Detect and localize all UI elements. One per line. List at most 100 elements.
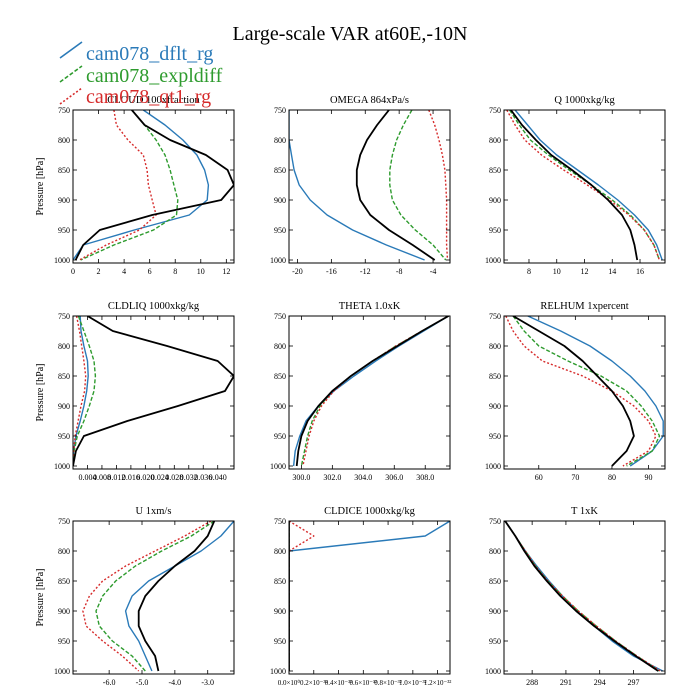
- x-tick-label: 288: [526, 678, 538, 687]
- panel-title-8: T 1xK: [571, 506, 598, 517]
- series-line-2: [302, 316, 449, 467]
- series-line-2: [73, 316, 87, 467]
- x-tick-label: 4: [122, 267, 126, 276]
- x-tick-label: 8: [173, 267, 177, 276]
- y-tick-label: 900: [58, 196, 70, 205]
- y-tick-label: 750: [58, 106, 70, 115]
- x-tick-label: 70: [571, 473, 579, 482]
- x-tick-label: -8: [396, 267, 403, 276]
- panel-series-group-8: [504, 521, 664, 672]
- panel-title-0: CLOUD 100xfraction: [107, 95, 200, 106]
- series-line-2: [504, 521, 661, 672]
- x-tick-label: 0.024: [151, 473, 169, 482]
- series-line-3: [137, 521, 216, 672]
- x-tick-label: 294: [594, 678, 606, 687]
- y-tick-label: 850: [489, 166, 501, 175]
- x-tick-label: 0.036: [194, 473, 212, 482]
- y-axis-label: Pressure [hPa]: [35, 157, 46, 215]
- x-tick-label: 0.016: [122, 473, 140, 482]
- panel-title-5: RELHUM 1xpercent: [540, 301, 628, 312]
- y-tick-label: 900: [58, 402, 70, 411]
- x-tick-label: -16: [326, 267, 337, 276]
- legend-line-0: [59, 41, 83, 59]
- y-axis-label: Pressure [hPa]: [35, 363, 46, 421]
- x-tick-label: 6: [148, 267, 152, 276]
- legend-label-0: cam078_dflt_rg: [86, 43, 213, 65]
- series-line-2: [505, 316, 657, 467]
- x-tick-label: 0.040: [209, 473, 227, 482]
- y-tick-label: 800: [58, 136, 70, 145]
- y-tick-label: 750: [58, 517, 70, 526]
- x-tick-label: 0.6×10⁻³²: [350, 679, 378, 687]
- y-tick-label: 1000: [54, 667, 70, 676]
- y-tick-label: 800: [58, 342, 70, 351]
- y-tick-label: 850: [489, 577, 501, 586]
- series-line-1: [80, 110, 179, 261]
- y-tick-label: 900: [489, 607, 501, 616]
- y-tick-label: 750: [274, 106, 286, 115]
- y-tick-label: 750: [489, 106, 501, 115]
- series-line-1: [300, 316, 449, 467]
- series-line-0: [124, 521, 234, 672]
- y-tick-label: 1000: [270, 667, 286, 676]
- x-tick-label: -12: [360, 267, 371, 276]
- y-tick-label: 850: [274, 166, 286, 175]
- x-tick-label: 1.0×10⁻³²: [399, 679, 427, 687]
- y-tick-label: 800: [274, 342, 286, 351]
- panel-series-group-5: [505, 316, 664, 467]
- y-tick-label: 900: [274, 402, 286, 411]
- legend-label-2: cam078_qt1_rg: [86, 86, 211, 108]
- x-tick-label: 0.8×10⁻³²: [374, 679, 402, 687]
- x-tick-label: 297: [627, 678, 639, 687]
- series-line-0: [514, 110, 663, 261]
- series-line-3: [295, 316, 449, 467]
- series-line-2: [428, 110, 449, 261]
- plot-frame: [288, 520, 451, 675]
- plot-frame: [72, 109, 235, 264]
- x-tick-label: -4.0: [169, 678, 182, 687]
- x-tick-label: -6.0: [103, 678, 116, 687]
- plot-frame: [503, 520, 666, 675]
- x-tick-label: 10: [553, 267, 561, 276]
- y-tick-label: 1000: [270, 462, 286, 471]
- legend: cam078_dflt_rg cam078_expldiff cam078_qt…: [59, 41, 223, 108]
- y-tick-label: 850: [58, 577, 70, 586]
- series-line-3: [74, 110, 234, 261]
- x-tick-label: 0.2×10⁻³²: [300, 679, 328, 687]
- x-tick-label: 10: [197, 267, 205, 276]
- y-tick-label: 950: [274, 226, 286, 235]
- x-tick-label: 308.0: [416, 473, 434, 482]
- panel-series-group-7: [289, 521, 450, 671]
- x-tick-label: 0.012: [107, 473, 125, 482]
- panel-7: CLDICE 1000xkg/kg 750 800 850 900 950 1000 0.0×…: [270, 506, 451, 687]
- y-tick-label: 900: [274, 196, 286, 205]
- figure-title: Large-scale VAR at60E,-10N: [233, 23, 468, 45]
- y-tick-label: 950: [489, 637, 501, 646]
- y-tick-label: 850: [274, 372, 286, 381]
- x-tick-label: -3.0: [201, 678, 214, 687]
- x-tick-label: 12: [222, 267, 230, 276]
- x-tick-label: 0.020: [136, 473, 154, 482]
- y-tick-label: 750: [58, 312, 70, 321]
- panel-title-4: THETA 1.0xK: [339, 301, 401, 312]
- series-line-0: [527, 316, 664, 467]
- y-tick-label: 1000: [270, 256, 286, 265]
- series-line-1: [95, 521, 215, 672]
- panel-6: U 1xm/s 750 800 850 900 950 1000 -6.0 -5.0 -4.0 -3…: [35, 506, 235, 687]
- series-line-1: [509, 110, 661, 261]
- x-tick-label: 16: [636, 267, 644, 276]
- x-tick-label: 304.0: [354, 473, 372, 482]
- y-tick-label: 1000: [485, 256, 501, 265]
- x-tick-label: 306.0: [385, 473, 403, 482]
- panel-title-6: U 1xm/s: [136, 506, 172, 517]
- series-line-2: [506, 110, 661, 261]
- panel-title-7: CLDICE 1000xkg/kg: [324, 506, 415, 517]
- x-tick-label: 0: [71, 267, 75, 276]
- y-tick-label: 750: [274, 312, 286, 321]
- x-tick-label: -5.0: [136, 678, 149, 687]
- x-tick-label: 1.2×10⁻³²: [424, 679, 452, 687]
- y-tick-label: 900: [489, 196, 501, 205]
- plot-frame: [503, 315, 666, 470]
